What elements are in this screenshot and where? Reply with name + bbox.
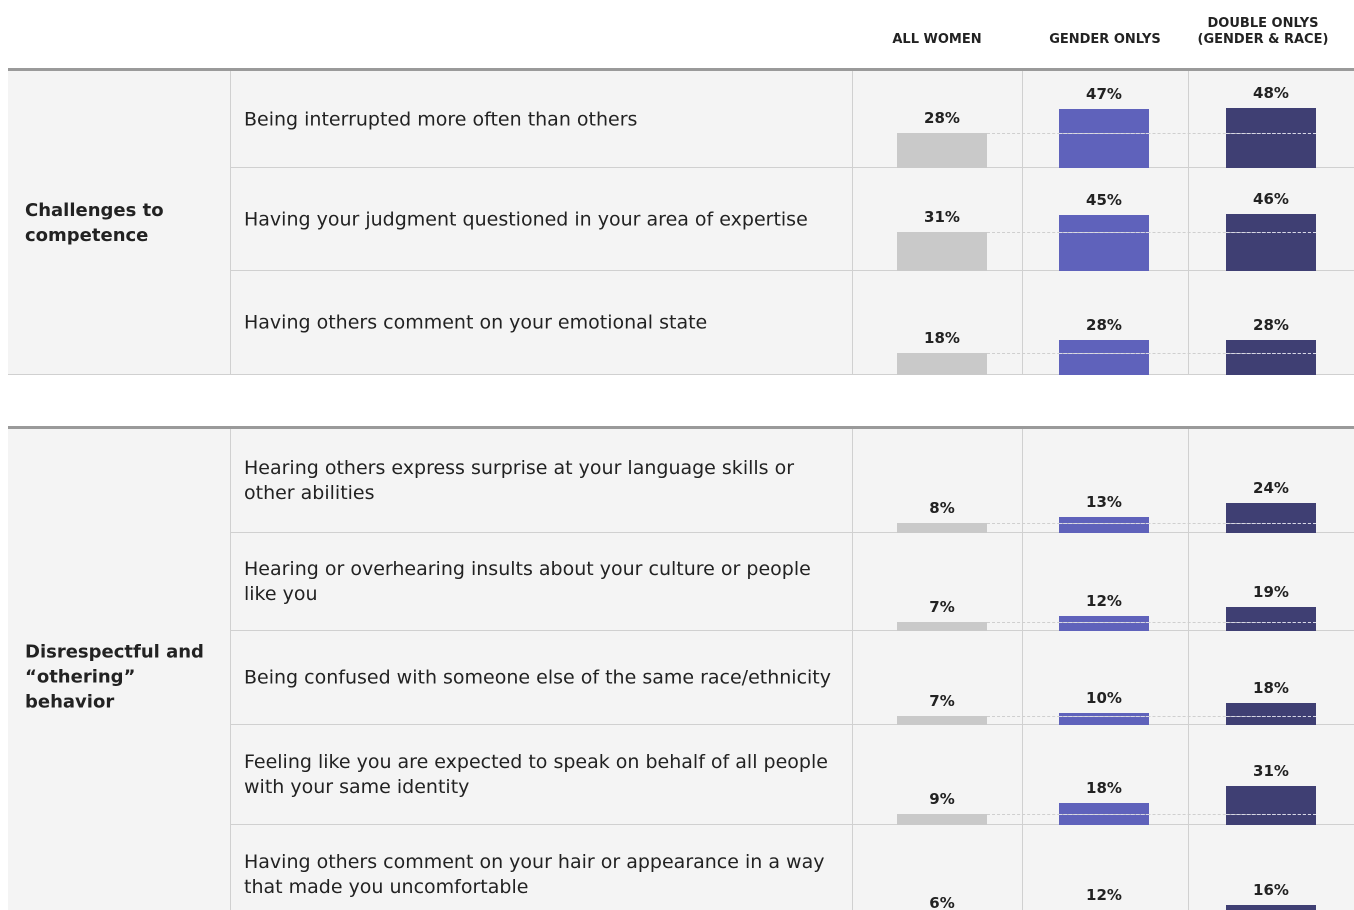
value-cell bbox=[852, 631, 1022, 725]
reference-line bbox=[987, 352, 1316, 354]
column-header: DOUBLE ONLYS (GENDER & RACE) bbox=[1197, 16, 1329, 47]
bar bbox=[1059, 109, 1149, 168]
value-cell bbox=[852, 725, 1022, 825]
value-label: 45% bbox=[1086, 190, 1122, 209]
bar bbox=[897, 232, 987, 271]
value-label: 16% bbox=[1253, 881, 1289, 899]
reference-line-overlay bbox=[1059, 716, 1149, 718]
value-cell bbox=[1022, 825, 1188, 910]
bar bbox=[1226, 503, 1316, 533]
bar bbox=[1059, 214, 1149, 271]
bar bbox=[897, 622, 987, 631]
row-cell bbox=[230, 725, 852, 825]
bar bbox=[1226, 108, 1316, 168]
bar bbox=[1226, 905, 1316, 910]
value-cell bbox=[1022, 631, 1188, 725]
bar bbox=[897, 813, 987, 825]
value-label: 28% bbox=[924, 109, 960, 127]
reference-line-overlay bbox=[1059, 232, 1149, 234]
bar bbox=[1059, 340, 1149, 375]
bar bbox=[897, 523, 987, 533]
row-cell bbox=[230, 271, 852, 375]
value-label: 24% bbox=[1253, 479, 1289, 497]
row-label: Feeling like you are expected to speak o… bbox=[244, 751, 828, 798]
bar bbox=[1226, 702, 1316, 725]
value-label: 48% bbox=[1253, 84, 1289, 102]
reference-line-overlay bbox=[1059, 622, 1149, 624]
group-bottom bbox=[8, 374, 230, 375]
value-label: 9% bbox=[929, 789, 955, 808]
group-block bbox=[8, 426, 1354, 910]
group-label: Disrespectful and “othering” behavior bbox=[25, 641, 204, 713]
bar bbox=[1059, 516, 1149, 533]
value-label: 47% bbox=[1086, 85, 1122, 104]
value-label: 46% bbox=[1253, 189, 1289, 208]
reference-line bbox=[987, 622, 1316, 624]
value-label: 7% bbox=[929, 598, 955, 617]
value-label: 10% bbox=[1086, 688, 1122, 707]
value-cell bbox=[852, 429, 1022, 533]
reference-line bbox=[987, 523, 1316, 524]
value-cell bbox=[852, 533, 1022, 631]
value-label: 18% bbox=[1086, 778, 1122, 797]
row-cell bbox=[230, 71, 852, 168]
value-label: 31% bbox=[1253, 762, 1289, 781]
value-label: 19% bbox=[1253, 583, 1289, 602]
bar bbox=[1059, 616, 1149, 631]
value-label: 31% bbox=[924, 208, 960, 227]
reference-line bbox=[987, 716, 1316, 718]
reference-line bbox=[987, 232, 1316, 234]
value-label: 28% bbox=[1253, 316, 1289, 334]
row-cell bbox=[230, 631, 852, 725]
row-label: Having your judgment questioned in your … bbox=[244, 208, 808, 230]
value-label: 8% bbox=[929, 499, 955, 517]
reference-line-overlay bbox=[1226, 622, 1316, 624]
row-label: Having others comment on your emotional … bbox=[244, 311, 708, 334]
value-label: 7% bbox=[929, 692, 955, 711]
row-label: Being interrupted more often than others bbox=[244, 108, 638, 130]
value-label: 6% bbox=[929, 893, 955, 910]
reference-line-overlay bbox=[1059, 523, 1149, 524]
value-label: 28% bbox=[1086, 316, 1122, 334]
row-cell bbox=[230, 429, 852, 533]
reference-line-overlay bbox=[1059, 352, 1149, 354]
column-header: ALL WOMEN bbox=[892, 32, 982, 47]
bar bbox=[1226, 786, 1316, 825]
bar bbox=[897, 352, 987, 375]
row-cell bbox=[230, 168, 852, 271]
reference-line-overlay bbox=[1226, 523, 1316, 524]
bar bbox=[897, 133, 987, 168]
reference-line bbox=[987, 813, 1316, 815]
row-label: Having others comment on your hair or ap… bbox=[244, 851, 825, 898]
bar bbox=[1226, 213, 1316, 271]
reference-line-overlay bbox=[1226, 232, 1316, 234]
reference-line-overlay bbox=[1226, 716, 1316, 718]
bar bbox=[1226, 607, 1316, 631]
reference-line-overlay bbox=[1226, 133, 1316, 134]
value-cell bbox=[852, 825, 1022, 910]
row-label: Hearing others express surprise at your … bbox=[244, 457, 795, 504]
group-label: Challenges to competence bbox=[25, 200, 164, 246]
value-label: 12% bbox=[1086, 886, 1122, 904]
reference-line-overlay bbox=[1226, 352, 1316, 354]
bar bbox=[1059, 712, 1149, 725]
value-cell bbox=[1188, 825, 1354, 910]
value-label: 18% bbox=[1253, 678, 1289, 697]
reference-line-overlay bbox=[1059, 813, 1149, 815]
bar bbox=[1226, 340, 1316, 375]
reference-line-overlay bbox=[1226, 813, 1316, 815]
row-label: Being confused with someone else of the … bbox=[244, 666, 832, 689]
reference-line-overlay bbox=[1059, 133, 1149, 134]
row-cell bbox=[230, 533, 852, 631]
column-header: GENDER ONLYS bbox=[1049, 32, 1161, 47]
row-cell bbox=[230, 825, 852, 910]
row-label: Hearing or overhearing insults about you… bbox=[244, 558, 811, 605]
reference-line bbox=[987, 133, 1316, 134]
value-label: 13% bbox=[1086, 492, 1122, 511]
bar bbox=[897, 716, 987, 725]
value-label: 12% bbox=[1086, 592, 1122, 610]
value-label: 18% bbox=[924, 328, 960, 347]
